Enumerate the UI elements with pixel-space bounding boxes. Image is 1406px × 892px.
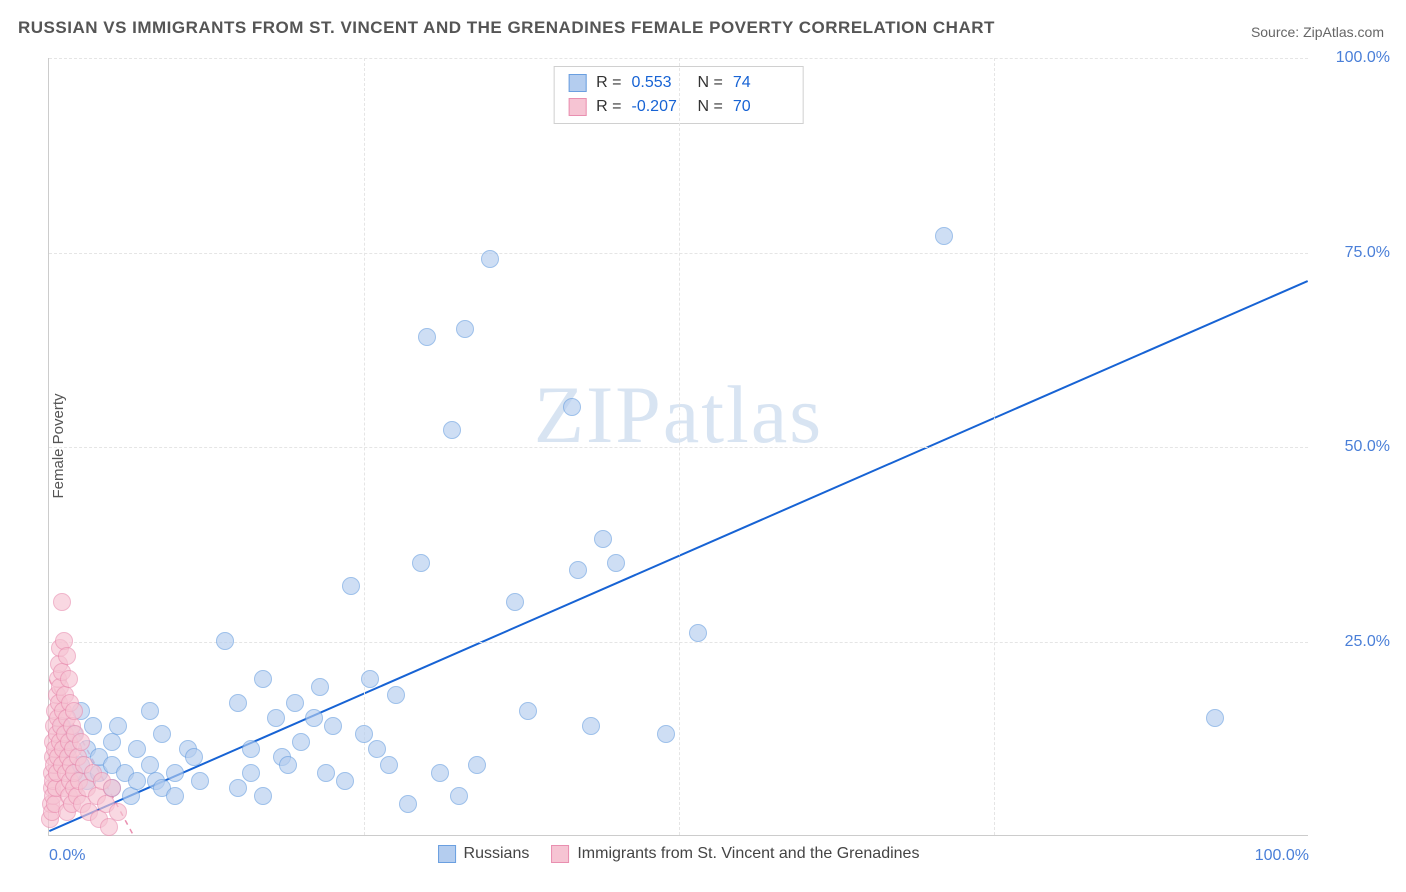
- n-value: 70: [733, 95, 789, 119]
- n-label: N =: [698, 71, 723, 95]
- scatter-point: [342, 577, 360, 595]
- scatter-point: [229, 694, 247, 712]
- scatter-point: [336, 772, 354, 790]
- source-link[interactable]: ZipAtlas.com: [1303, 24, 1384, 40]
- scatter-point: [185, 748, 203, 766]
- source-prefix: Source:: [1251, 24, 1303, 40]
- scatter-point: [324, 717, 342, 735]
- scatter-point: [279, 756, 297, 774]
- scatter-point: [387, 686, 405, 704]
- scatter-point: [166, 764, 184, 782]
- n-value: 74: [733, 71, 789, 95]
- scatter-point: [399, 795, 417, 813]
- series-legend: Russians Immigrants from St. Vincent and …: [438, 845, 920, 863]
- scatter-point: [166, 787, 184, 805]
- scatter-point: [254, 670, 272, 688]
- scatter-point: [481, 250, 499, 268]
- chart-title: RUSSIAN VS IMMIGRANTS FROM ST. VINCENT A…: [18, 18, 995, 38]
- scatter-point: [689, 624, 707, 642]
- scatter-point: [468, 756, 486, 774]
- scatter-point: [431, 764, 449, 782]
- scatter-point: [286, 694, 304, 712]
- scatter-point: [58, 647, 76, 665]
- scatter-point: [141, 702, 159, 720]
- scatter-point: [267, 709, 285, 727]
- scatter-point: [412, 554, 430, 572]
- r-label: R =: [596, 95, 621, 119]
- scatter-point: [72, 733, 90, 751]
- legend-series-label: Russians: [464, 845, 530, 863]
- scatter-point: [311, 678, 329, 696]
- scatter-point: [109, 803, 127, 821]
- scatter-point: [122, 787, 140, 805]
- scatter-point: [582, 717, 600, 735]
- legend-swatch: [568, 98, 586, 116]
- scatter-point: [305, 709, 323, 727]
- scatter-point: [594, 530, 612, 548]
- scatter-point: [65, 702, 83, 720]
- y-tick-label: 50.0%: [1318, 438, 1390, 456]
- legend-series-label: Immigrants from St. Vincent and the Gren…: [577, 845, 919, 863]
- scatter-point: [355, 725, 373, 743]
- scatter-point: [103, 733, 121, 751]
- y-tick-label: 25.0%: [1318, 633, 1390, 651]
- scatter-point: [128, 740, 146, 758]
- scatter-point: [84, 717, 102, 735]
- chart-plot-area: ZIPatlas R =0.553N =74R =-0.207N =70 Rus…: [48, 58, 1308, 836]
- scatter-point: [153, 725, 171, 743]
- scatter-point: [443, 421, 461, 439]
- source-attribution: Source: ZipAtlas.com: [1251, 24, 1384, 40]
- scatter-point: [519, 702, 537, 720]
- y-tick-label: 100.0%: [1318, 49, 1390, 67]
- scatter-point: [1206, 709, 1224, 727]
- scatter-point: [191, 772, 209, 790]
- scatter-point: [254, 787, 272, 805]
- grid-vertical: [994, 58, 995, 835]
- legend-series-item: Immigrants from St. Vincent and the Gren…: [551, 845, 919, 863]
- x-tick-label: 100.0%: [1255, 847, 1309, 865]
- r-label: R =: [596, 71, 621, 95]
- scatter-point: [317, 764, 335, 782]
- x-tick-label: 0.0%: [49, 847, 85, 865]
- scatter-point: [418, 328, 436, 346]
- scatter-point: [292, 733, 310, 751]
- scatter-point: [128, 772, 146, 790]
- scatter-point: [380, 756, 398, 774]
- grid-vertical: [679, 58, 680, 835]
- scatter-point: [569, 561, 587, 579]
- scatter-point: [53, 593, 71, 611]
- scatter-point: [229, 779, 247, 797]
- legend-swatch: [568, 74, 586, 92]
- scatter-point: [563, 398, 581, 416]
- scatter-point: [450, 787, 468, 805]
- y-tick-label: 75.0%: [1318, 244, 1390, 262]
- scatter-point: [103, 779, 121, 797]
- n-label: N =: [698, 95, 723, 119]
- scatter-point: [60, 670, 78, 688]
- legend-swatch: [438, 845, 456, 863]
- scatter-point: [361, 670, 379, 688]
- scatter-point: [368, 740, 386, 758]
- scatter-point: [506, 593, 524, 611]
- legend-swatch: [551, 845, 569, 863]
- scatter-point: [607, 554, 625, 572]
- scatter-point: [657, 725, 675, 743]
- scatter-point: [456, 320, 474, 338]
- scatter-point: [216, 632, 234, 650]
- scatter-point: [242, 740, 260, 758]
- grid-vertical: [364, 58, 365, 835]
- scatter-point: [935, 227, 953, 245]
- scatter-point: [100, 818, 118, 836]
- legend-series-item: Russians: [438, 845, 530, 863]
- scatter-point: [109, 717, 127, 735]
- scatter-point: [242, 764, 260, 782]
